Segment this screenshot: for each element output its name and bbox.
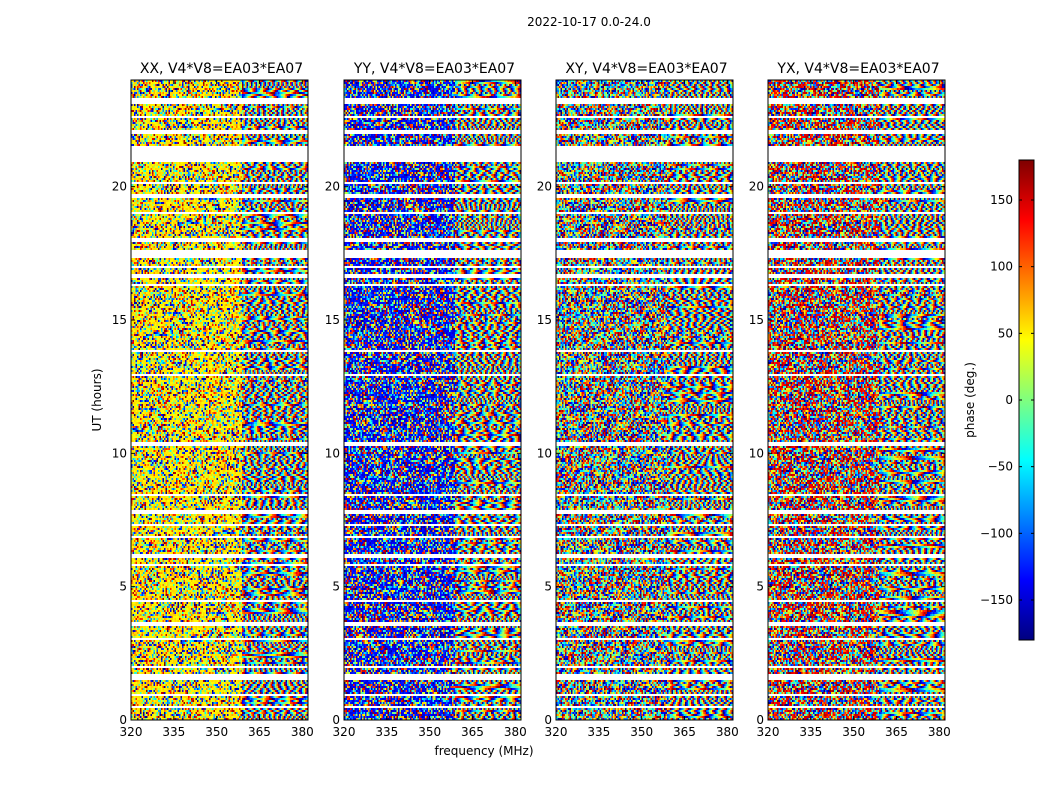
y-tick-label: 0: [544, 713, 552, 727]
phase-heatmap-xx: [131, 80, 308, 720]
y-tick-label: 15: [325, 313, 340, 327]
panels-group: XX, V4*V8=EA03*EA07 320 335 350 365 380 0 5 10 15…: [112, 61, 951, 739]
y-tick-label: 20: [112, 180, 127, 194]
panel-title: XY, V4*V8=EA03*EA07: [565, 61, 727, 77]
y-tick-label: 10: [749, 446, 764, 460]
y-tick-label: 10: [112, 446, 127, 460]
x-tick-label: 365: [885, 725, 908, 739]
x-tick-label: 320: [333, 725, 356, 739]
colorbar-tick-label: 100: [990, 260, 1013, 274]
x-tick-label: 320: [120, 725, 143, 739]
y-tick-label: 0: [756, 713, 764, 727]
phase-heatmap-xy: [556, 80, 733, 720]
y-tick-label: 15: [112, 313, 127, 327]
x-tick-label: 380: [291, 725, 314, 739]
colorbar-tick-label: 150: [990, 193, 1013, 207]
x-tick-label: 320: [545, 725, 568, 739]
phase-heatmap-yx: [768, 80, 945, 720]
x-tick-label: 335: [799, 725, 822, 739]
x-tick-label: 350: [418, 725, 441, 739]
y-tick-label: 10: [537, 446, 552, 460]
y-tick-label: 0: [332, 713, 340, 727]
x-tick-label: 365: [461, 725, 484, 739]
y-tick-label: 10: [325, 446, 340, 460]
y-tick-label: 20: [749, 180, 764, 194]
x-tick-label: 350: [842, 725, 865, 739]
panel-title: YY, V4*V8=EA03*EA07: [353, 61, 515, 77]
y-tick-label: 20: [325, 180, 340, 194]
y-tick-label: 0: [119, 713, 127, 727]
colorbar-tick-label: −100: [980, 526, 1013, 540]
phase-heatmap-yy: [344, 80, 521, 720]
colorbar-tick-label: −150: [980, 593, 1013, 607]
x-tick-label: 335: [375, 725, 398, 739]
colorbar-tick-label: 50: [998, 326, 1013, 340]
colorbar-label: phase (deg.): [963, 362, 977, 438]
panel-frame: [130, 79, 309, 721]
y-tick-label: 5: [756, 580, 764, 594]
x-tick-label: 365: [673, 725, 696, 739]
panel-title: XX, V4*V8=EA03*EA07: [140, 61, 303, 77]
x-tick-label: 350: [630, 725, 653, 739]
x-tick-label: 380: [928, 725, 951, 739]
x-tick-label: 380: [716, 725, 739, 739]
panel-yy: YY, V4*V8=EA03*EA07 320 335 350 365 380 0 5 10 15…: [325, 61, 527, 739]
y-tick-label: 20: [537, 180, 552, 194]
x-tick-label: 335: [162, 725, 185, 739]
x-axis-label: frequency (MHz): [434, 744, 533, 758]
panel-frame: [767, 79, 946, 721]
y-axis-label: UT (hours): [90, 368, 104, 431]
panel-frame: [555, 79, 734, 721]
x-tick-label: 365: [248, 725, 271, 739]
panel-frame: [343, 79, 522, 721]
y-tick-label: 5: [119, 580, 127, 594]
panel-xy: XY, V4*V8=EA03*EA07 320 335 350 365 380 0 5 10 15…: [537, 61, 739, 739]
colorbar: −150 −100 −50 0 50 100 150: [980, 159, 1035, 641]
y-tick-label: 15: [537, 313, 552, 327]
panel-xx: XX, V4*V8=EA03*EA07 320 335 350 365 380 0 5 10 15…: [112, 61, 314, 739]
x-tick-label: 320: [757, 725, 780, 739]
colorbar-tick-label: 0: [1005, 393, 1013, 407]
figure-suptitle: 2022-10-17 0.0-24.0: [527, 15, 651, 29]
x-tick-label: 380: [504, 725, 527, 739]
y-tick-label: 5: [544, 580, 552, 594]
panel-title: YX, V4*V8=EA03*EA07: [776, 61, 939, 77]
x-tick-label: 350: [205, 725, 228, 739]
x-tick-label: 335: [587, 725, 610, 739]
panel-yx: YX, V4*V8=EA03*EA07 320 335 350 365 380 0 5 10 15…: [749, 61, 951, 739]
y-tick-label: 5: [332, 580, 340, 594]
colorbar-tick-label: −50: [988, 460, 1013, 474]
y-tick-label: 15: [749, 313, 764, 327]
